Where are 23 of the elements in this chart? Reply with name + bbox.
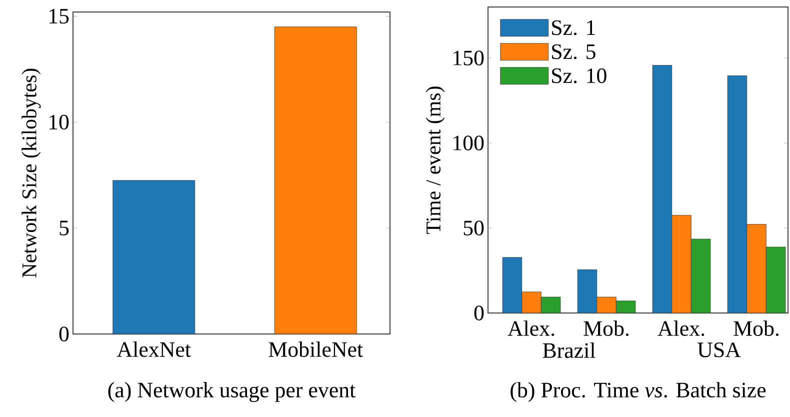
y-tick-label: 50 <box>464 220 484 236</box>
text: Brazil <box>542 342 596 358</box>
y-tick-label: 100 <box>454 136 484 150</box>
y-tick-label: 10 <box>49 114 69 130</box>
legend-label: Sz. 5 <box>552 44 596 60</box>
x-tick-label: AlexNet <box>116 342 191 357</box>
y-tick-label: 0 <box>59 326 69 342</box>
text: USA <box>698 342 741 358</box>
x-tick-label: Alex. <box>508 320 554 336</box>
legend-label: Sz. 10 <box>552 68 606 84</box>
y-axis-title: Time / event (ms) <box>426 86 445 234</box>
y-tick-label: 0 <box>474 306 484 320</box>
y-tick-label: 150 <box>454 50 484 66</box>
x-tick-label: Alex. <box>658 320 704 336</box>
y-tick-label: 5 <box>60 220 69 236</box>
x-tick-label: Mob. <box>584 320 629 336</box>
text: (b) Proc. Time vs. Batch size <box>510 382 766 402</box>
text: (a) Network usage per event <box>108 382 356 402</box>
legend-label: Sz. 1 <box>552 20 595 36</box>
y-axis-title: Network Size (kilobytes) <box>22 68 41 278</box>
x-tick-label: Mob. <box>734 320 779 336</box>
x-tick-label: MobileNet <box>268 342 363 357</box>
y-tick-label: 15 <box>49 8 69 24</box>
